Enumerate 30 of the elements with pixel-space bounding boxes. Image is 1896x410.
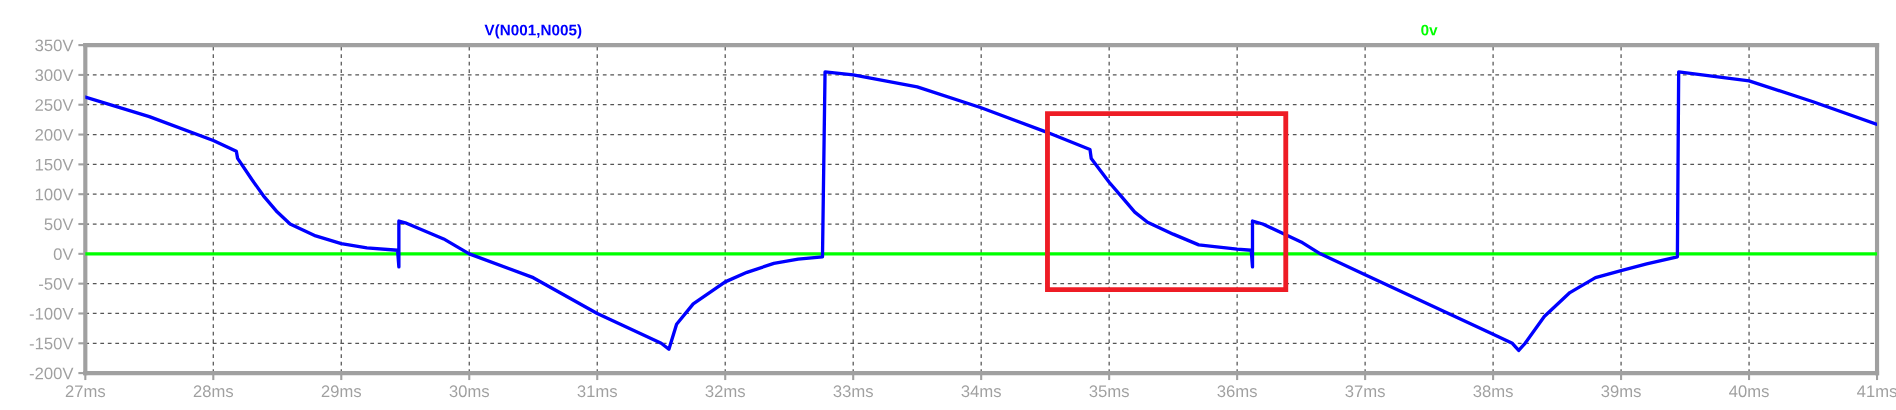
x-tick-label: 31ms [577, 385, 618, 398]
x-tick-label: 38ms [1473, 385, 1513, 398]
y-tick-label: -200V [29, 367, 74, 380]
y-tick-label: 200V [35, 128, 74, 141]
line-series [85, 70, 1878, 353]
x-tick-label: 30ms [449, 385, 490, 398]
x-tick-label: 39ms [1601, 385, 1641, 398]
x-tick-label: 34ms [961, 385, 1001, 398]
y-tick-label: -100V [29, 307, 74, 320]
x-tick-label: 27ms [65, 385, 106, 398]
x-tick-label: 41ms [1857, 385, 1896, 398]
y-tick-label: 100V [35, 188, 74, 201]
y-tick-label: 50V [44, 218, 74, 231]
x-tick-label: 29ms [321, 385, 362, 398]
x-tick-label: 36ms [1217, 385, 1257, 398]
x-tick-label: 40ms [1729, 385, 1769, 398]
y-tick-label: -150V [29, 337, 74, 350]
y-tick-label: 0V [53, 248, 74, 261]
x-tick-label: 28ms [193, 385, 234, 398]
text: 0v [1421, 24, 1438, 36]
x-tick-label: 35ms [1089, 385, 1129, 398]
x-tick-label: 32ms [705, 385, 745, 398]
x-tick-label: 33ms [833, 385, 873, 398]
y-tick-label: -50V [39, 278, 74, 290]
y-tick-label: 300V [35, 69, 74, 82]
y-tick-label: 350V [35, 39, 74, 52]
x-tick-label: 37ms [1345, 385, 1385, 398]
y-tick-label: 250V [35, 99, 74, 111]
y-tick-label: 150V [35, 158, 74, 171]
text: V(N001,N005) [484, 24, 582, 39]
